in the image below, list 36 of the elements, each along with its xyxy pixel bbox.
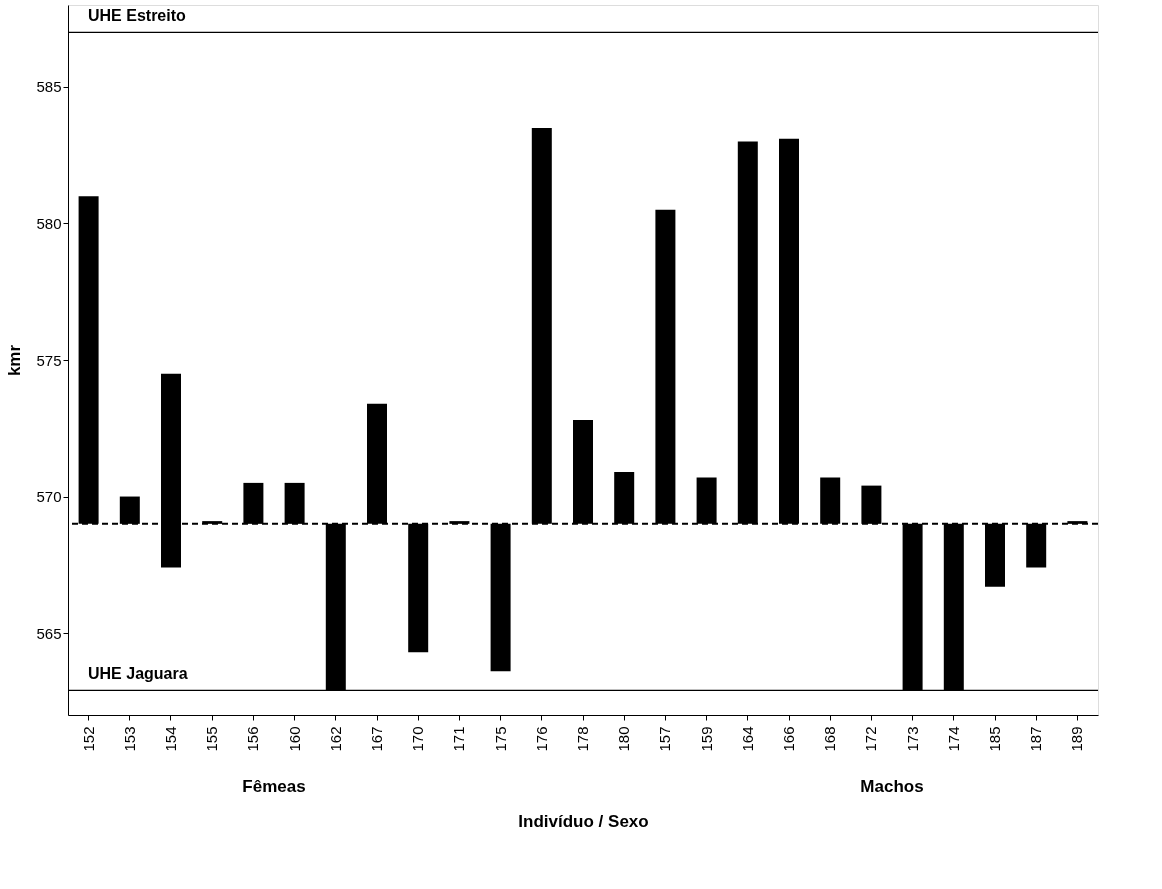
x-tick-label: 164 — [738, 726, 756, 752]
x-tick-label: 155 — [203, 726, 221, 752]
x-tick-label: 166 — [780, 726, 797, 752]
y-tick-label: 565 — [36, 624, 62, 642]
x-tick-label: 176 — [532, 726, 550, 752]
y-tick-label: 570 — [36, 488, 62, 506]
text: Fêmeas — [242, 777, 306, 796]
x-tick-label: 160 — [285, 726, 303, 752]
x-tick-label: 170 — [409, 726, 427, 752]
x-tick-label: 156 — [244, 726, 262, 752]
ref-line-label: UHE Jaguara — [88, 665, 188, 683]
ref-line-label: UHE Estreito — [88, 7, 187, 25]
x-tick-label: 168 — [821, 726, 839, 752]
x-tick-label: 178 — [574, 726, 591, 752]
x-tick-label: 162 — [326, 726, 344, 752]
x-tick-label: 171 — [450, 726, 468, 752]
y-tick-label: 575 — [36, 351, 62, 369]
x-tick-label: 172 — [862, 726, 880, 752]
y-tick-label: 580 — [36, 214, 62, 232]
x-tick-label: 189 — [1068, 726, 1086, 752]
x-tick-label: 157 — [656, 726, 674, 752]
x-tick-label: 167 — [368, 726, 385, 752]
x-tick-label: 154 — [162, 726, 179, 752]
text: Machos — [860, 777, 924, 796]
x-tick-label: 174 — [944, 726, 962, 752]
y-axis-title: kmr — [5, 344, 25, 377]
x-tick-label: 180 — [615, 726, 633, 752]
x-tick-label: 173 — [903, 726, 921, 752]
x-tick-label: 187 — [1027, 726, 1045, 752]
y-tick-label: 585 — [36, 78, 62, 96]
x-tick-label: 175 — [491, 726, 509, 752]
x-tick-label: 153 — [120, 726, 138, 752]
x-tick-label: 152 — [79, 726, 97, 752]
x-tick-label: 159 — [697, 726, 715, 752]
x-axis-title: Indivíduo / Sexo — [518, 811, 649, 831]
x-tick-label: 185 — [986, 726, 1003, 752]
